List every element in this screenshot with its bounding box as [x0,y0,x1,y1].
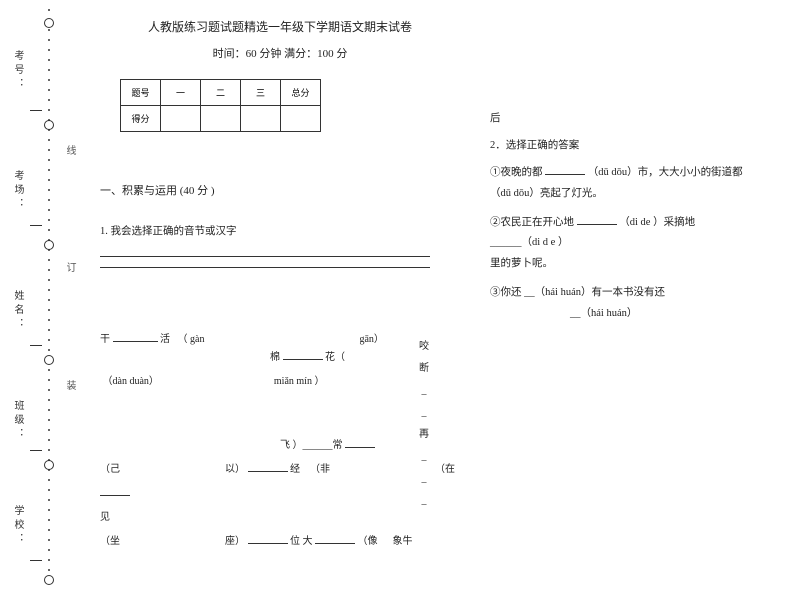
exam-subtitle: 时间：60 分钟 满分：100 分 [100,45,460,61]
binding-circle [44,18,54,28]
blank [248,533,288,544]
line: 飞 ）______常 [280,434,460,458]
binding-label: 学校： [10,505,25,547]
char: 位 大 [290,536,313,547]
td [281,106,321,132]
char: （非 [310,464,330,475]
binding-dots [48,5,50,587]
char: （在 [435,464,455,475]
t: ③你还 [490,287,524,298]
exam-title: 人教版练习题试题精选一年级下学期语文期末试卷 [100,18,460,35]
blank-line [100,256,430,257]
py: gān） [359,334,383,345]
binding-sep [30,225,42,226]
q2-line: ③你还 __（hái huán）有一本书没有还 [490,284,780,303]
time: 60 分钟 [246,48,282,60]
q2-line: __（hái huán） [570,305,780,324]
line: （坐 座） 位 大 （像 象牛 [100,530,460,554]
right-column-chars: 咬 断 _ _ 再 _ _ _ [418,336,430,512]
th: 三 [241,80,281,106]
binding-circle [44,240,54,250]
table-row: 题号 一 二 三 总分 [121,80,321,106]
py: gàn [190,334,204,345]
char: 座） [225,536,245,547]
binding-circle [44,460,54,470]
binding-label: 考号： [10,50,25,92]
binding-mid: 装 [62,380,77,390]
q2-line: ②农民正在开心地 （di de ）采摘地 [490,214,780,233]
line: （己 以） 经 （非 （在 [100,458,460,506]
binding-sep [30,560,42,561]
question-1: 1. 我会选择正确的音节或汉字 [100,223,460,238]
td: 得分 [121,106,161,132]
q2-line: ______（di d e ） [490,234,780,253]
question-body: 干 活 （ gàn gān） 棉 花（ （dàn duàn） miǎn mín … [100,256,460,554]
binding-mid: 线 [62,145,77,155]
time-prefix: 时间： [213,48,246,60]
blank [315,533,355,544]
binding-circle [44,355,54,365]
q2-line: （dū dōu）亮起了灯光。 [490,185,780,204]
char: 干 [100,334,110,345]
t: ②农民正在开心地 [490,217,577,228]
binding-sep [30,110,42,111]
td [161,106,201,132]
full-score: 100 分 [317,48,347,60]
score-prefix: 满分： [281,48,317,60]
blank [248,461,288,472]
score-table: 题号 一 二 三 总分 得分 [120,79,321,132]
blank-line [100,267,430,268]
t: __（hái huán）有一本书没有还 [524,287,665,298]
blank [100,485,130,496]
char: 棉 [270,352,280,363]
td [201,106,241,132]
py: （dàn duàn） [103,376,159,387]
section-heading: 一、积累与运用 (40 分 ) [100,182,460,198]
binding-label: 姓名： [10,290,25,332]
char: 活 [160,334,170,345]
t: （dū dōu）市，大大小小的街道都 [588,167,743,178]
line: （dàn duàn） miǎn mín ） [100,370,460,394]
text: ）______常 [293,440,343,451]
blank [283,349,323,360]
blank [345,437,375,448]
td [241,106,281,132]
char: 飞 [280,440,290,451]
table-row: 得分 [121,106,321,132]
char-hou: 后 [490,110,780,129]
char: 经 [290,464,300,475]
binding-mid: 订 [62,262,77,272]
t: （di de ）采摘地 [619,217,695,228]
page-left: 人教版练习题试题精选一年级下学期语文期末试卷 时间：60 分钟 满分：100 分… [100,18,460,554]
line: 见 [100,506,460,530]
binding-circle [44,120,54,130]
py: miǎn mín ） [274,376,325,387]
blank [577,214,617,225]
binding-sep [30,345,42,346]
th: 题号 [121,80,161,106]
binding-circle [44,575,54,585]
blank [545,164,585,175]
binding-label: 班级： [10,400,25,442]
blank [113,331,158,342]
page-right: 后 2．选择正确的答案 ①夜晚的都 （dū dōu）市，大大小小的街道都 （dū… [490,110,780,332]
t: ①夜晚的都 [490,167,545,178]
binding-label: 考场： [10,170,25,212]
char: （像 [358,536,378,547]
char: 象牛 [393,536,413,547]
th: 一 [161,80,201,106]
question-2: 2．选择正确的答案 [490,137,780,156]
th: 二 [201,80,241,106]
char: （坐 [100,536,120,547]
char: 见 [100,512,110,523]
char: （己 [100,464,120,475]
binding-margin: 考号： 考场： 姓名： 班级： 学校： 线 订 装 [0,0,85,592]
binding-sep [30,450,42,451]
th: 总分 [281,80,321,106]
q2-line: 里的萝卜呢。 [490,255,780,274]
char: 花（ [325,352,345,363]
char: 以） [225,464,245,475]
q2-line: ①夜晚的都 （dū dōu）市，大大小小的街道都 [490,164,780,183]
